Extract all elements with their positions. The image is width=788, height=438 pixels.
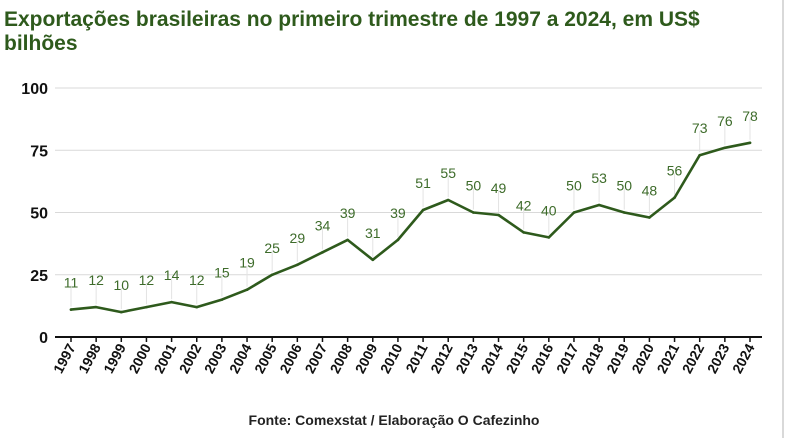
data-label: 50 [616,178,632,194]
data-label: 10 [114,277,130,293]
x-tick-label: 2014 [477,341,506,376]
data-label: 76 [717,113,733,129]
data-point [673,196,676,199]
data-label: 12 [189,272,205,288]
data-label: 40 [541,202,557,218]
x-tick-label: 2024 [729,341,758,376]
data-label: 55 [440,165,456,181]
data-point [69,308,73,311]
x-tick-label: 2010 [377,341,406,376]
data-label: 34 [315,217,331,233]
data-point [245,288,249,291]
source-caption: Fonte: Comexstat / Elaboração O Cafezinh… [248,412,540,428]
data-label: 78 [742,108,758,124]
x-tick-label: 2007 [301,341,330,376]
right-border [782,0,784,438]
data-point [220,298,224,301]
x-tick-label: 2012 [427,341,456,376]
x-tick-label: 2017 [553,341,582,376]
x-tick-label: 1999 [100,341,129,376]
data-label: 42 [516,197,532,213]
data-label: 39 [390,205,406,221]
data-label: 50 [566,178,582,194]
data-point [195,305,199,309]
data-point [547,236,551,239]
data-point [321,251,324,254]
data-point [170,300,173,304]
data-point [648,216,651,219]
y-tick-label: 100 [21,81,48,98]
data-point [748,141,752,145]
x-tick-label: 2006 [276,341,305,376]
data-point [270,273,274,277]
x-tick-label: 2015 [503,341,532,376]
data-label: 19 [239,255,255,271]
data-label: 14 [164,267,180,283]
data-point [446,198,450,202]
data-point [145,305,148,309]
data-label: 73 [692,120,708,136]
x-tick-label: 2011 [402,341,430,376]
data-label: 31 [365,225,381,241]
data-label: 51 [415,175,431,191]
y-tick-label: 75 [30,143,48,160]
data-label: 56 [667,163,683,179]
x-tick-label: 2005 [251,341,280,376]
data-point [346,238,349,242]
data-point [94,305,98,309]
data-point [622,211,626,214]
data-point [698,153,702,157]
data-label: 12 [88,272,104,288]
data-point [396,238,400,242]
data-point [497,213,500,217]
y-tick-label: 25 [30,268,48,285]
data-label: 50 [466,178,482,194]
data-point [371,258,375,262]
x-tick-label: 2021 [653,341,682,376]
data-label: 11 [64,275,79,291]
data-point [597,203,601,207]
data-label: 39 [340,205,356,221]
x-tick-label: 2002 [176,341,205,376]
data-point [119,310,123,314]
x-tick-label: 1997 [50,341,79,376]
x-tick-label: 2019 [603,341,632,376]
data-label: 12 [139,272,155,288]
chart-title: Exportações brasileiras no primeiro trim… [4,8,700,55]
x-tick-label: 2003 [201,341,230,376]
data-label: 49 [491,180,507,196]
x-tick-label: 2013 [452,341,481,376]
x-tick-label: 2000 [125,341,154,376]
x-tick-label: 2016 [528,341,557,376]
data-point [472,211,475,214]
data-label: 15 [214,265,230,281]
data-point [522,231,525,234]
x-tick-label: 1998 [75,341,104,376]
y-tick-label: 50 [30,206,48,223]
data-point [723,146,727,150]
data-point [421,208,425,212]
x-tick-label: 2023 [704,341,733,376]
x-tick-label: 2018 [578,341,607,376]
data-point [296,263,299,267]
data-label: 25 [264,240,280,256]
x-tick-label: 2001 [150,341,179,376]
x-tick-label: 2004 [226,341,255,376]
y-tick-label: 0 [39,330,48,347]
data-label: 29 [290,230,306,246]
data-label: 48 [642,182,658,198]
x-tick-label: 2020 [628,341,657,376]
x-tick-label: 2022 [679,341,708,376]
series-line [69,141,752,314]
data-label: 53 [591,170,607,186]
data-point [572,211,576,214]
x-tick-label: 2008 [327,341,356,376]
x-tick-label: 2009 [352,341,381,376]
